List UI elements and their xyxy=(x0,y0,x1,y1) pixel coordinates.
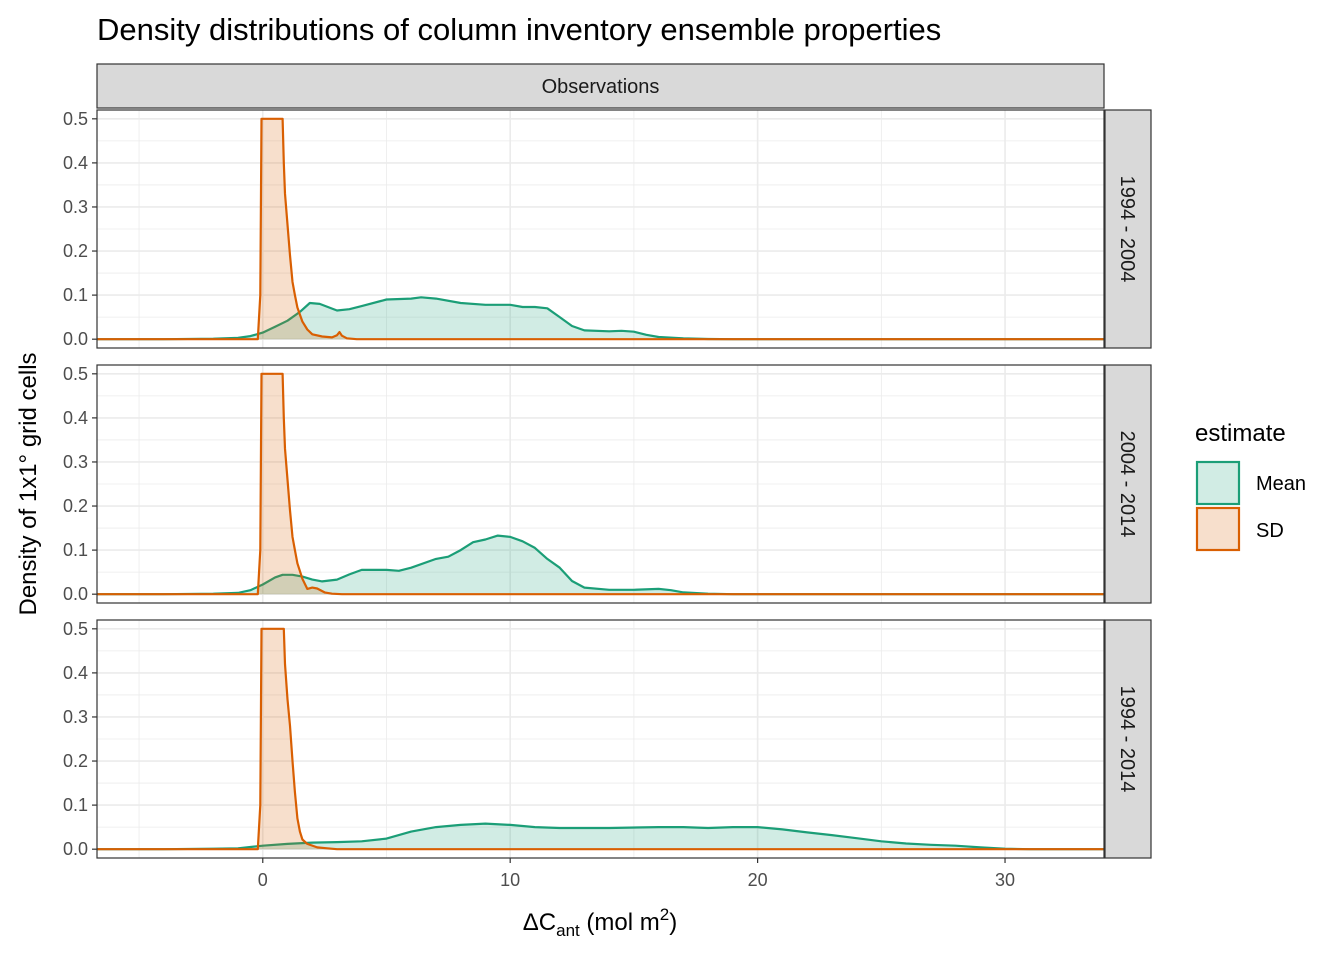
x-axis-title-sup: 2 xyxy=(660,905,669,924)
density-line-mean xyxy=(97,534,1104,596)
y-tick-label: 0.4 xyxy=(63,663,88,683)
series-layer xyxy=(97,627,1104,851)
y-tick-label: 0.2 xyxy=(63,751,88,771)
x-axis: 0 10 20 30 xyxy=(258,858,1015,890)
legend-key-sd xyxy=(1195,506,1241,552)
y-tick-label: 0.4 xyxy=(63,408,88,428)
legend-title: estimate xyxy=(1195,420,1286,447)
series-layer xyxy=(97,117,1104,341)
y-tick-label: 0.3 xyxy=(63,452,88,472)
x-tick-label: 0 xyxy=(258,870,268,890)
facet-strip-label: 2004 - 2014 xyxy=(1116,431,1138,538)
y-tick-label: 0.3 xyxy=(63,197,88,217)
column-strip-bg xyxy=(96,63,1105,109)
x-axis-title-close: ) xyxy=(669,909,677,936)
density-line-mean xyxy=(97,296,1104,341)
legend: estimate Mean SD xyxy=(1195,420,1306,552)
density-area-mean xyxy=(97,535,1104,595)
panel-border xyxy=(96,364,1105,604)
y-tick-label: 0.0 xyxy=(63,839,88,859)
x-axis-title: ΔCant (mol m2) xyxy=(523,905,677,940)
facet-strip xyxy=(1104,364,1152,604)
y-tick-label: 0.5 xyxy=(63,619,88,639)
x-tick-label: 30 xyxy=(995,870,1015,890)
y-tick-label: 0.1 xyxy=(63,285,88,305)
y-tick-label: 0.1 xyxy=(63,795,88,815)
panel-border xyxy=(96,109,1105,349)
panel: 0.0 0.1 0.2 0.3 0.4 0.5 1994 - 2014 xyxy=(63,619,1152,859)
y-tick-label: 0.0 xyxy=(63,329,88,349)
facet-strip xyxy=(1104,619,1152,859)
facet-strip-label: 1994 - 2004 xyxy=(1116,176,1138,283)
x-tick-label: 20 xyxy=(748,870,768,890)
density-area-mean xyxy=(97,297,1104,340)
density-line-sd xyxy=(97,117,1104,341)
legend-key-mean xyxy=(1195,460,1241,506)
y-tick-label: 0.4 xyxy=(63,153,88,173)
x-axis-title-main: ΔC xyxy=(523,909,556,936)
density-line-mean xyxy=(97,822,1104,851)
x-axis-title-sub: ant xyxy=(556,921,580,940)
y-tick-label: 0.1 xyxy=(63,540,88,560)
legend-item-mean[interactable]: Mean xyxy=(1195,460,1306,506)
y-axis-title: Density of 1x1° grid cells xyxy=(15,352,42,615)
x-tick-label: 10 xyxy=(500,870,520,890)
y-tick-label: 0.5 xyxy=(63,109,88,129)
y-tick-label: 0.5 xyxy=(63,364,88,384)
facet-strip-label: 1994 - 2014 xyxy=(1116,686,1138,793)
panel: 0.0 0.1 0.2 0.3 0.4 0.5 2004 - 2014 xyxy=(63,364,1152,604)
y-tick-label: 0.2 xyxy=(63,241,88,261)
y-tick-label: 0.3 xyxy=(63,707,88,727)
legend-item-sd[interactable]: SD xyxy=(1195,506,1284,552)
density-line-sd xyxy=(97,372,1104,596)
density-line-sd xyxy=(97,627,1104,851)
y-tick-label: 0.0 xyxy=(63,584,88,604)
column-strip-label: Observations xyxy=(542,76,660,98)
column-strip: Observations xyxy=(96,63,1105,109)
panel: 0.0 0.1 0.2 0.3 0.4 0.5 1994 - 2004 xyxy=(63,109,1152,349)
facet-strip xyxy=(1104,109,1152,349)
legend-label-sd: SD xyxy=(1256,520,1284,542)
chart-title: Density distributions of column inventor… xyxy=(97,12,941,47)
x-axis-title-unit: (mol m xyxy=(580,909,660,936)
panel-border xyxy=(96,619,1105,859)
legend-label-mean: Mean xyxy=(1256,473,1306,495)
series-layer xyxy=(97,372,1104,596)
y-tick-label: 0.2 xyxy=(63,496,88,516)
